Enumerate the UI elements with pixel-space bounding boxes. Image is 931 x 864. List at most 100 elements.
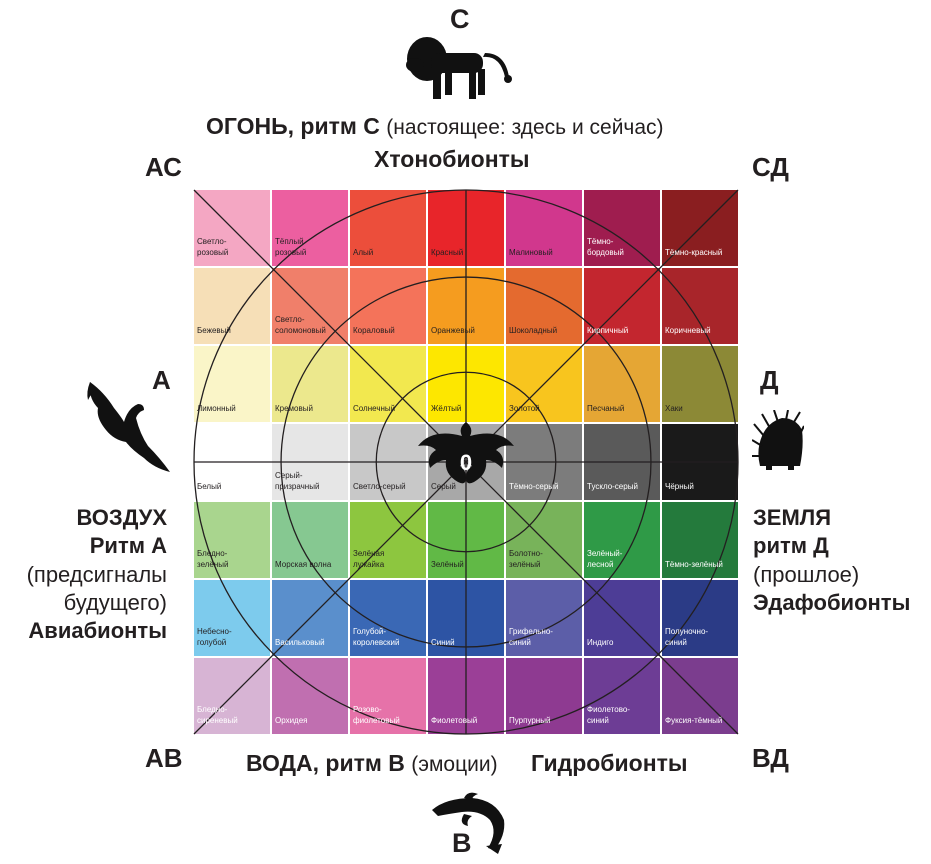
color-cell-label: Светло- розовый — [197, 237, 229, 257]
color-cell-label: Светло-серый — [353, 481, 406, 491]
edaphobionts-label: Эдафобионты — [753, 589, 911, 615]
color-cell-label: Грифельно- синий — [509, 627, 553, 647]
color-cell — [584, 190, 660, 266]
color-cell-label: Белый — [197, 481, 222, 491]
color-cell — [272, 658, 348, 734]
color-cell-label: Песчаный — [587, 403, 625, 413]
water-description: (эмоции) — [411, 753, 498, 776]
color-cell-label: Хаки — [665, 403, 683, 413]
axis-line — [193, 189, 739, 735]
direction-east: Д — [760, 365, 779, 395]
color-cell — [662, 502, 738, 578]
dolphin-icon — [432, 792, 505, 854]
color-cell-label: Светло- соломоновый — [275, 315, 326, 335]
center-label: 0 — [460, 450, 472, 475]
color-cell — [350, 268, 426, 344]
earth-title: ЗЕМЛЯ — [753, 505, 832, 530]
color-cell-label: Кораловый — [353, 325, 395, 335]
color-cell-label: Чёрный — [665, 481, 694, 491]
air-title: ВОЗДУХ — [76, 505, 167, 530]
fire-title: ОГОНЬ, ритм С — [206, 113, 380, 139]
earth-desc: (прошлое) — [753, 561, 860, 587]
color-cell-label: Тёплый розовый — [275, 237, 307, 257]
aviabionts-label: Авиабионты — [28, 618, 167, 644]
color-cell — [506, 658, 582, 734]
air-rhythm: Ритм А — [89, 533, 167, 559]
porcupine-icon — [752, 410, 804, 470]
color-cell — [272, 190, 348, 266]
color-cell-label: Розово- фиолетовый — [353, 705, 400, 725]
color-cell-label: Фиолетовый — [431, 715, 478, 725]
direction-north: С — [450, 4, 470, 34]
color-cell-label: Тёмно- бордовый — [587, 237, 624, 257]
color-cell-label: Синий — [431, 637, 455, 647]
direction-west: А — [152, 365, 171, 395]
color-cell-label: Небесно- голубой — [197, 627, 232, 647]
air-desc-1: (предсигналы — [26, 561, 167, 587]
color-cell — [662, 346, 738, 422]
color-cell-label: Кирпичный — [587, 325, 629, 335]
color-cell — [584, 658, 660, 734]
color-cell-label: Зелёный- лесной — [587, 549, 623, 569]
color-cell-label: Серый — [431, 481, 456, 491]
color-cell-label: Оранжевый — [431, 325, 475, 335]
color-cell — [506, 268, 582, 344]
color-cell-label: Тёмно-красный — [665, 247, 723, 257]
color-cell-label: Полуночно- синий — [665, 627, 709, 647]
color-cell-label: Болотно- зелёный — [509, 549, 543, 569]
color-cell — [194, 502, 270, 578]
color-cell — [272, 346, 348, 422]
water-title: ВОДА, ритм В — [246, 750, 405, 776]
color-cell-label: Морская волна — [275, 559, 332, 569]
direction-north-west: АС — [145, 152, 182, 182]
color-cell — [506, 190, 582, 266]
color-cell-label: Фуксия-тёмный — [665, 715, 723, 725]
chthonobionts-label: Хтонобионты — [374, 146, 530, 172]
air-block: ВОЗДУХ Ритм А (предсигналы будущего) Ави… — [27, 505, 167, 643]
color-cell-label: Алый — [353, 247, 374, 257]
color-cell — [584, 346, 660, 422]
color-cell-label: Золотой — [509, 403, 540, 413]
color-cell — [194, 268, 270, 344]
color-cell — [350, 190, 426, 266]
color-cell-label: Бледно- сиреневый — [197, 705, 238, 725]
color-cell-label: Солнечный — [353, 403, 396, 413]
color-cell-label: Тускло-серый — [587, 481, 638, 491]
dragon-icon — [418, 422, 514, 484]
color-cell — [272, 502, 348, 578]
color-cell-label: Зелёный — [431, 559, 464, 569]
color-cell-label: Тёмно-серый — [509, 481, 559, 491]
color-cell-label: Орхидея — [275, 715, 308, 725]
color-cell-label: Фиолетово- синий — [587, 705, 630, 725]
color-cell-label: Лимонный — [197, 403, 236, 413]
color-cell — [194, 580, 270, 656]
color-cell-label: Голубой- королевский — [353, 627, 400, 647]
direction-north-east: СД — [752, 152, 789, 182]
color-cell-label: Васильковый — [275, 637, 325, 647]
hydrobionts-label: Гидробионты — [531, 750, 688, 776]
color-cell-label: Зелёная лужайка — [353, 549, 385, 569]
color-cell-label: Серый- призрачный — [275, 471, 320, 491]
fire-description: (настоящее: здесь и сейчас) — [386, 116, 664, 139]
color-cell-label: Индиго — [587, 637, 614, 647]
color-cell — [584, 502, 660, 578]
color-cell-label: Кремовый — [275, 403, 313, 413]
earth-block: ЗЕМЛЯ ритм Д (прошлое) Эдафобионты — [753, 505, 910, 615]
eagle-icon — [87, 382, 170, 472]
fire-heading: ОГОНЬ, ритм С (настоящее: здесь и сейчас… — [206, 113, 664, 140]
color-cell-label: Жёлтый — [431, 403, 462, 413]
direction-south: В — [452, 828, 472, 858]
water-heading: ВОДА, ритм В (эмоции) — [246, 750, 498, 777]
color-cell-label: Пурпурный — [509, 715, 551, 725]
color-cell-label: Малиновый — [509, 247, 553, 257]
color-cell-label: Шоколадный — [509, 325, 558, 335]
earth-rhythm: ритм Д — [753, 533, 829, 559]
color-cell-label: Бледно- зелёный — [197, 549, 229, 569]
color-cell — [662, 580, 738, 656]
color-cell-label: Бежевый — [197, 325, 231, 335]
color-cell-label: Коричневый — [665, 325, 711, 335]
lion-icon — [406, 37, 512, 99]
direction-south-east: ВД — [752, 743, 789, 773]
